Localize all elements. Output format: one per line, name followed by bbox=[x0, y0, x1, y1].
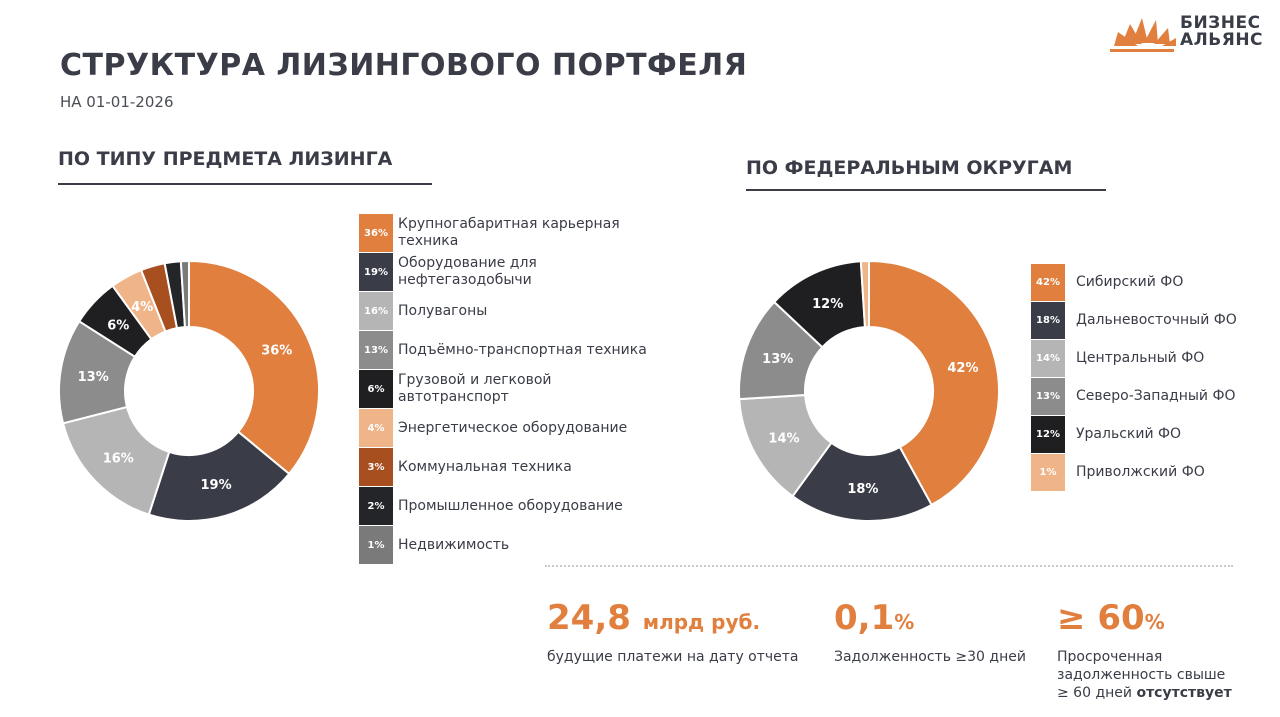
section-rule-regions bbox=[746, 189, 1106, 191]
legend-0-label: Грузовой и легковой автотранспорт bbox=[398, 372, 552, 405]
legend-regions: 42% Сибирский ФО 18% Дальневосточный ФО 14% Ц… bbox=[1031, 264, 1271, 494]
section-title-type: ПО ТИПУ ПРЕДМЕТА ЛИЗИНГА bbox=[58, 148, 393, 170]
stat-debt-30-caption: Задолженность ≥30 дней bbox=[834, 649, 1026, 665]
legend-0-swatch: 36% bbox=[359, 214, 393, 252]
legend-1-label: Сибирский ФО bbox=[1076, 274, 1184, 290]
legend-1-swatch: 13% bbox=[1031, 378, 1065, 415]
stats-divider bbox=[545, 565, 1233, 567]
legend-0-swatch: 6% bbox=[359, 370, 393, 408]
page-title: СТРУКТУРА ЛИЗИНГОВОГО ПОРТФЕЛЯ bbox=[60, 48, 748, 83]
stat-future-payments: 24,8 млрд руб. bbox=[547, 598, 760, 638]
report-date: НА 01-01-2026 bbox=[60, 93, 174, 111]
sunrise-logo-icon bbox=[1110, 18, 1176, 52]
legend-0-item: 13% Подъёмно-транспортная техника bbox=[359, 331, 647, 369]
legend-0-swatch: 4% bbox=[359, 409, 393, 447]
legend-1-swatch: 1% bbox=[1031, 454, 1065, 491]
legend-0-label: Подъёмно-транспортная техника bbox=[398, 341, 647, 358]
legend-1-item: 14% Центральный ФО bbox=[1031, 340, 1204, 377]
legend-1-item: 13% Северо-Западный ФО bbox=[1031, 378, 1236, 415]
logo-line-2: АЛЬЯНС bbox=[1180, 30, 1264, 50]
stat-overdue-60-value: ≥ 60 bbox=[1057, 598, 1145, 638]
donut-0-slice-label-3: 13% bbox=[78, 370, 109, 385]
legend-0-item: 3% Коммунальная техника bbox=[359, 448, 572, 486]
legend-0-item: 1% Недвижимость bbox=[359, 526, 509, 564]
stat-overdue-60-caption-line-3: ≥ 60 дней отсутствует bbox=[1057, 684, 1232, 702]
legend-1-item: 42% Сибирский ФО bbox=[1031, 264, 1183, 301]
donut-1-slice-5 bbox=[859, 259, 870, 329]
legend-1-item: 18% Дальневосточный ФО bbox=[1031, 302, 1237, 339]
legend-0-label: Коммунальная техника bbox=[398, 458, 572, 475]
stat-overdue-60-caption-bold: отсутствует bbox=[1136, 685, 1232, 701]
legend-0-item: 19% Оборудование для нефтегазодобычи bbox=[359, 253, 537, 291]
stat-debt-30-value: 0,1 bbox=[834, 598, 895, 638]
legend-0-swatch: 19% bbox=[359, 253, 393, 291]
donut-chart-asset-type: 36% 19% 16% 13% 6%4% bbox=[58, 259, 320, 522]
legend-0-item: 36% Крупногабаритная карьерная техника bbox=[359, 214, 620, 252]
company-logo: БИЗНЕС АЛЬЯНС bbox=[1108, 12, 1268, 54]
stat-overdue-60-caption: Просроченная задолженность свыше ≥ 60 дн… bbox=[1057, 648, 1232, 702]
stat-overdue-60-caption-tail: ≥ 60 дней bbox=[1057, 685, 1132, 701]
legend-0-label: Недвижимость bbox=[398, 536, 510, 553]
donut-0-slice-0 bbox=[188, 259, 320, 476]
donut-0-slice-label-1: 19% bbox=[200, 478, 231, 493]
legend-0-label: Промышленное оборудование bbox=[398, 497, 623, 514]
section-title-regions: ПО ФЕДЕРАЛЬНЫМ ОКРУГАМ bbox=[746, 157, 1073, 179]
legend-1-label: Центральный ФО bbox=[1076, 350, 1205, 366]
section-rule-type bbox=[58, 183, 432, 185]
stat-future-payments-caption: будущие платежи на дату отчета bbox=[547, 649, 799, 665]
stat-overdue-60-caption-line-2: задолженность свыше bbox=[1057, 667, 1226, 683]
donut-0-slice-label-4: 6% bbox=[107, 319, 129, 334]
donut-0-slice-label-5: 4% bbox=[131, 300, 153, 315]
legend-1-label: Приволжский ФО bbox=[1076, 464, 1205, 480]
stat-future-payments-value: 24,8 bbox=[547, 598, 631, 638]
donut-1-slice-label-4: 12% bbox=[812, 297, 843, 312]
stat-debt-30: 0,1% bbox=[834, 598, 914, 638]
legend-0-label: Крупногабаритная карьерная техника bbox=[398, 216, 620, 249]
donut-1-slice-label-2: 14% bbox=[768, 432, 799, 447]
legend-0-label: Полувагоны bbox=[398, 302, 488, 319]
donut-1-slice-label-0: 42% bbox=[947, 361, 978, 376]
legend-0-label: Оборудование для нефтегазодобычи bbox=[398, 255, 537, 288]
legend-0-item: 16% Полувагоны bbox=[359, 292, 487, 330]
donut-1-slice-label-1: 18% bbox=[847, 482, 878, 497]
stat-future-payments-unit: млрд руб. bbox=[642, 610, 761, 634]
donut-1-slice-0 bbox=[868, 259, 1000, 507]
logo-wordmark: БИЗНЕС АЛЬЯНС bbox=[1180, 15, 1263, 49]
legend-1-swatch: 42% bbox=[1031, 264, 1065, 301]
legend-0-item: 2% Промышленное оборудование bbox=[359, 487, 623, 525]
legend-0-swatch: 2% bbox=[359, 487, 393, 525]
logo-line-1: БИЗНЕС bbox=[1180, 13, 1261, 33]
donut-0-slice-label-0: 36% bbox=[261, 344, 292, 359]
donut-0-slice-label-2: 16% bbox=[103, 451, 134, 466]
legend-1-swatch: 12% bbox=[1031, 416, 1065, 453]
stat-debt-30-unit: % bbox=[894, 610, 915, 634]
legend-1-swatch: 18% bbox=[1031, 302, 1065, 339]
donut-chart-regions: 42% 18% 14% 13% 12% bbox=[738, 259, 1000, 522]
legend-1-label: Дальневосточный ФО bbox=[1076, 312, 1237, 328]
legend-0-swatch: 1% bbox=[359, 526, 393, 564]
stat-overdue-60-caption-line-1: Просроченная bbox=[1057, 649, 1163, 665]
donut-1-slice-1 bbox=[791, 441, 933, 522]
legend-0-swatch: 13% bbox=[359, 331, 393, 369]
legend-0-item: 6% Грузовой и легковой автотранспорт bbox=[359, 370, 552, 408]
legend-0-item: 4% Энергетическое оборудование bbox=[359, 409, 627, 447]
legend-1-item: 1% Приволжский ФО bbox=[1031, 454, 1205, 491]
legend-0-label: Энергетическое оборудование bbox=[398, 419, 628, 436]
legend-0-swatch: 16% bbox=[359, 292, 393, 330]
donut-0-slice-1 bbox=[147, 430, 291, 522]
legend-1-label: Северо-Западный ФО bbox=[1076, 388, 1236, 404]
donut-1-slice-label-3: 13% bbox=[762, 352, 793, 367]
stat-overdue-60-unit: % bbox=[1144, 610, 1165, 634]
legend-asset-type: 36% Крупногабаритная карьерная техника 19%… bbox=[359, 214, 679, 568]
legend-1-label: Уральский ФО bbox=[1076, 426, 1182, 442]
legend-0-swatch: 3% bbox=[359, 448, 393, 486]
legend-1-item: 12% Уральский ФО bbox=[1031, 416, 1181, 453]
legend-1-swatch: 14% bbox=[1031, 340, 1065, 377]
stat-overdue-60: ≥ 60% bbox=[1057, 598, 1165, 638]
donut-0-slice-8 bbox=[179, 259, 190, 329]
